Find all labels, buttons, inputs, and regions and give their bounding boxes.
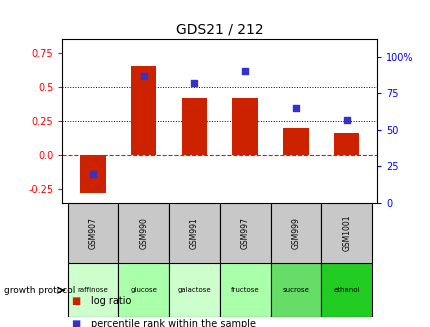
Bar <box>232 98 257 155</box>
Text: growth protocol: growth protocol <box>4 286 76 295</box>
Bar <box>118 203 169 263</box>
Text: GSM999: GSM999 <box>291 217 300 249</box>
Bar <box>181 98 207 155</box>
Bar <box>333 132 359 155</box>
Point <box>190 80 197 86</box>
Text: sucrose: sucrose <box>282 287 309 293</box>
Bar <box>270 203 320 263</box>
Bar <box>169 263 219 317</box>
Text: ■: ■ <box>71 319 80 327</box>
Bar <box>320 203 371 263</box>
Text: GSM907: GSM907 <box>88 217 97 249</box>
Point <box>241 69 248 74</box>
Text: GSM997: GSM997 <box>240 217 249 249</box>
Text: GSM990: GSM990 <box>139 217 148 249</box>
Bar <box>118 263 169 317</box>
Bar <box>80 155 105 193</box>
Bar <box>131 66 156 155</box>
Bar <box>219 203 270 263</box>
Text: ■: ■ <box>71 296 80 306</box>
Bar <box>169 203 219 263</box>
Text: log ratio: log ratio <box>90 296 131 306</box>
Bar <box>68 203 118 263</box>
Point <box>140 73 147 78</box>
Point <box>292 105 299 111</box>
Bar <box>219 263 270 317</box>
Text: raffinose: raffinose <box>77 287 108 293</box>
Bar <box>68 263 118 317</box>
Title: GDS21 / 212: GDS21 / 212 <box>175 23 263 37</box>
Text: GSM1001: GSM1001 <box>341 215 350 251</box>
Text: galactose: galactose <box>177 287 211 293</box>
Text: fructose: fructose <box>230 287 259 293</box>
Point <box>89 171 96 176</box>
Text: percentile rank within the sample: percentile rank within the sample <box>90 319 255 327</box>
Point <box>342 117 349 122</box>
Bar <box>270 263 320 317</box>
Text: GSM991: GSM991 <box>190 217 199 249</box>
Text: ethanol: ethanol <box>333 287 359 293</box>
Bar <box>283 128 308 155</box>
Text: glucose: glucose <box>130 287 157 293</box>
Bar <box>320 263 371 317</box>
